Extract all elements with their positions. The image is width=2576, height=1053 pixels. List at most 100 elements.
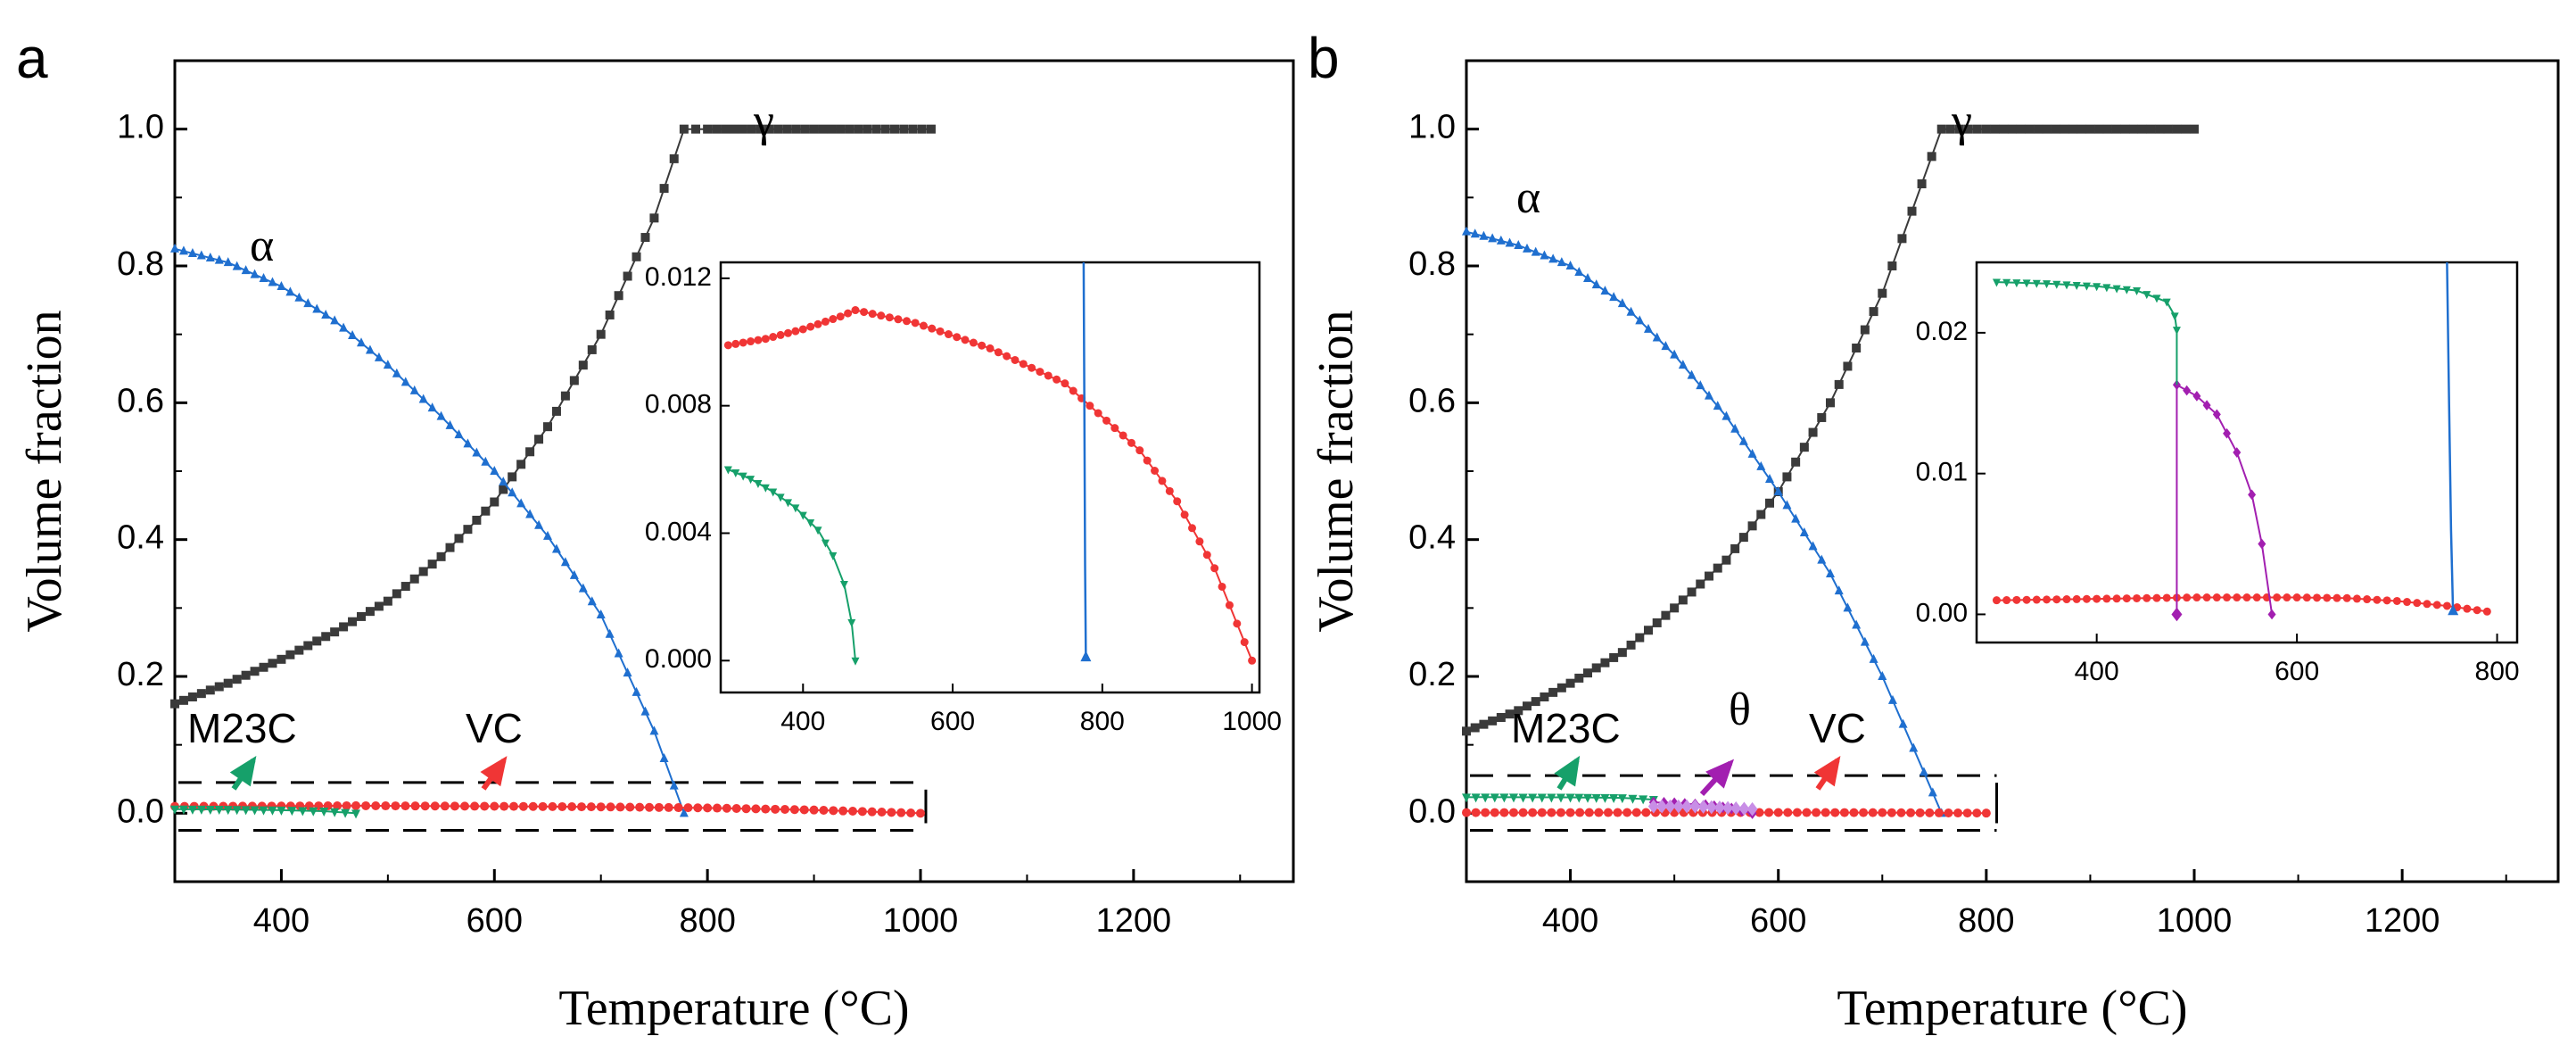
series-vc-point bbox=[1953, 808, 1963, 818]
inset-m23c-point bbox=[2170, 312, 2179, 321]
series-vc-point bbox=[645, 802, 654, 812]
series-gamma-point bbox=[691, 124, 701, 134]
inset-vc-point bbox=[2192, 593, 2201, 602]
theta-band-point bbox=[1722, 800, 1734, 816]
series-gamma-point bbox=[679, 124, 689, 134]
series-alpha-point bbox=[259, 273, 268, 283]
y-tick-label: 0.8 bbox=[1408, 245, 1456, 283]
inset-vc-point bbox=[2072, 594, 2081, 603]
arrow-m23c-head bbox=[1554, 755, 1581, 787]
inset-vc-point bbox=[1151, 467, 1160, 476]
series-m23c-point bbox=[1537, 793, 1547, 803]
series-gamma-point bbox=[2094, 124, 2104, 134]
series-vc-point bbox=[1915, 808, 1925, 817]
series-gamma-point bbox=[508, 472, 517, 482]
inset-vc-point bbox=[1102, 416, 1110, 425]
series-m23c-point bbox=[1547, 793, 1556, 803]
series-vc-point bbox=[440, 801, 450, 811]
series-gamma-point bbox=[2085, 124, 2095, 134]
series-gamma-point bbox=[569, 376, 579, 386]
series-gamma-point bbox=[1817, 412, 1827, 422]
series-gamma-point bbox=[374, 601, 384, 611]
inset-m23c-point bbox=[739, 472, 747, 481]
series-gamma-point bbox=[2076, 124, 2086, 134]
inset-m23c-point bbox=[2102, 284, 2111, 293]
theta-band-point bbox=[1697, 800, 1709, 814]
series-gamma-point bbox=[259, 662, 268, 672]
series-gamma-point bbox=[773, 124, 783, 134]
series-gamma-point bbox=[578, 361, 588, 370]
series-vc-point bbox=[450, 801, 459, 811]
inset-vc-point bbox=[2403, 598, 2412, 607]
series-vc-point bbox=[635, 802, 645, 812]
inset-vc-point bbox=[1036, 368, 1044, 377]
series-m23c-point bbox=[196, 805, 206, 815]
series-gamma-point bbox=[908, 124, 918, 134]
series-vc-point bbox=[586, 802, 596, 812]
series-gamma-point bbox=[605, 310, 615, 319]
series-vc-point bbox=[848, 806, 857, 816]
inset-y-tick-label: 0.02 bbox=[1916, 317, 1968, 346]
series-vc-point bbox=[1575, 808, 1585, 817]
inset-vc-point bbox=[1044, 371, 1053, 380]
annotation-alpha: α bbox=[250, 220, 274, 271]
series-vc-point bbox=[1622, 808, 1632, 817]
series-m23c-point bbox=[1462, 793, 1471, 803]
series-vc-point bbox=[673, 803, 683, 813]
series-m23c-point bbox=[1574, 793, 1584, 803]
inset-vc-point bbox=[1028, 363, 1036, 372]
series-gamma-point bbox=[730, 124, 739, 134]
series-gamma-point bbox=[499, 485, 508, 494]
x-axis: 400 600 800 1000 1200 bbox=[1466, 869, 2507, 940]
series-gamma-point bbox=[1531, 697, 1540, 707]
series-vc-point bbox=[430, 801, 440, 811]
series-gamma-point bbox=[1765, 498, 1774, 508]
series-gamma-point bbox=[854, 124, 863, 134]
series-gamma-point bbox=[1462, 726, 1471, 736]
series-gamma-point bbox=[1540, 692, 1549, 701]
series-gamma-point bbox=[427, 560, 437, 569]
annotation-m23c: M23C bbox=[1511, 705, 1621, 751]
series-vc-point bbox=[1887, 808, 1896, 817]
theta-band-point bbox=[1689, 799, 1701, 814]
arrow-vc-head bbox=[480, 756, 508, 787]
inset-y-tick-label: 0.012 bbox=[645, 262, 712, 292]
inset-vc-point bbox=[2442, 601, 2451, 610]
series-alpha-point bbox=[499, 477, 508, 486]
series-vc-point bbox=[596, 802, 606, 812]
series-gamma-point bbox=[481, 506, 491, 516]
series-vc-point bbox=[342, 800, 351, 810]
inset-vc-point bbox=[994, 348, 1003, 357]
series-alpha-point bbox=[481, 456, 491, 466]
series-vc-point bbox=[625, 802, 635, 812]
x-tick-label: 800 bbox=[1958, 902, 2014, 940]
series-vc-point bbox=[420, 801, 430, 811]
series-gamma-point bbox=[764, 124, 774, 134]
series-vc-point bbox=[1934, 808, 1944, 817]
inset-vc-point bbox=[969, 338, 978, 347]
series-gamma-point bbox=[196, 689, 206, 699]
series-vc-point bbox=[838, 806, 848, 816]
series-alpha-point bbox=[1488, 233, 1498, 243]
series-alpha-point bbox=[1713, 401, 1722, 410]
y-tick-label: 0.0 bbox=[117, 792, 164, 830]
inset-m23c-point bbox=[784, 499, 792, 508]
series-gamma-point bbox=[845, 124, 855, 134]
series-vc-point bbox=[1565, 808, 1575, 817]
inset-vc-point bbox=[953, 333, 962, 342]
series-gamma-point bbox=[1617, 648, 1627, 658]
x-tick-label: 800 bbox=[679, 902, 735, 940]
inset-vc-point bbox=[2302, 593, 2311, 602]
series-gamma-point bbox=[1523, 701, 1532, 711]
x-tick-label: 1000 bbox=[883, 902, 959, 940]
inset-vc-point bbox=[739, 338, 747, 347]
series-vc-point bbox=[1631, 808, 1641, 817]
series-alpha-point bbox=[250, 269, 260, 278]
annotation-gamma: γ bbox=[753, 95, 774, 146]
inset-vc-point bbox=[836, 312, 845, 321]
series-vc-point bbox=[1641, 808, 1651, 817]
series-gamma-point bbox=[623, 271, 632, 281]
inset-vc-point bbox=[2382, 596, 2391, 605]
series-alpha-point bbox=[1514, 240, 1523, 249]
series-gamma-point bbox=[669, 153, 679, 163]
